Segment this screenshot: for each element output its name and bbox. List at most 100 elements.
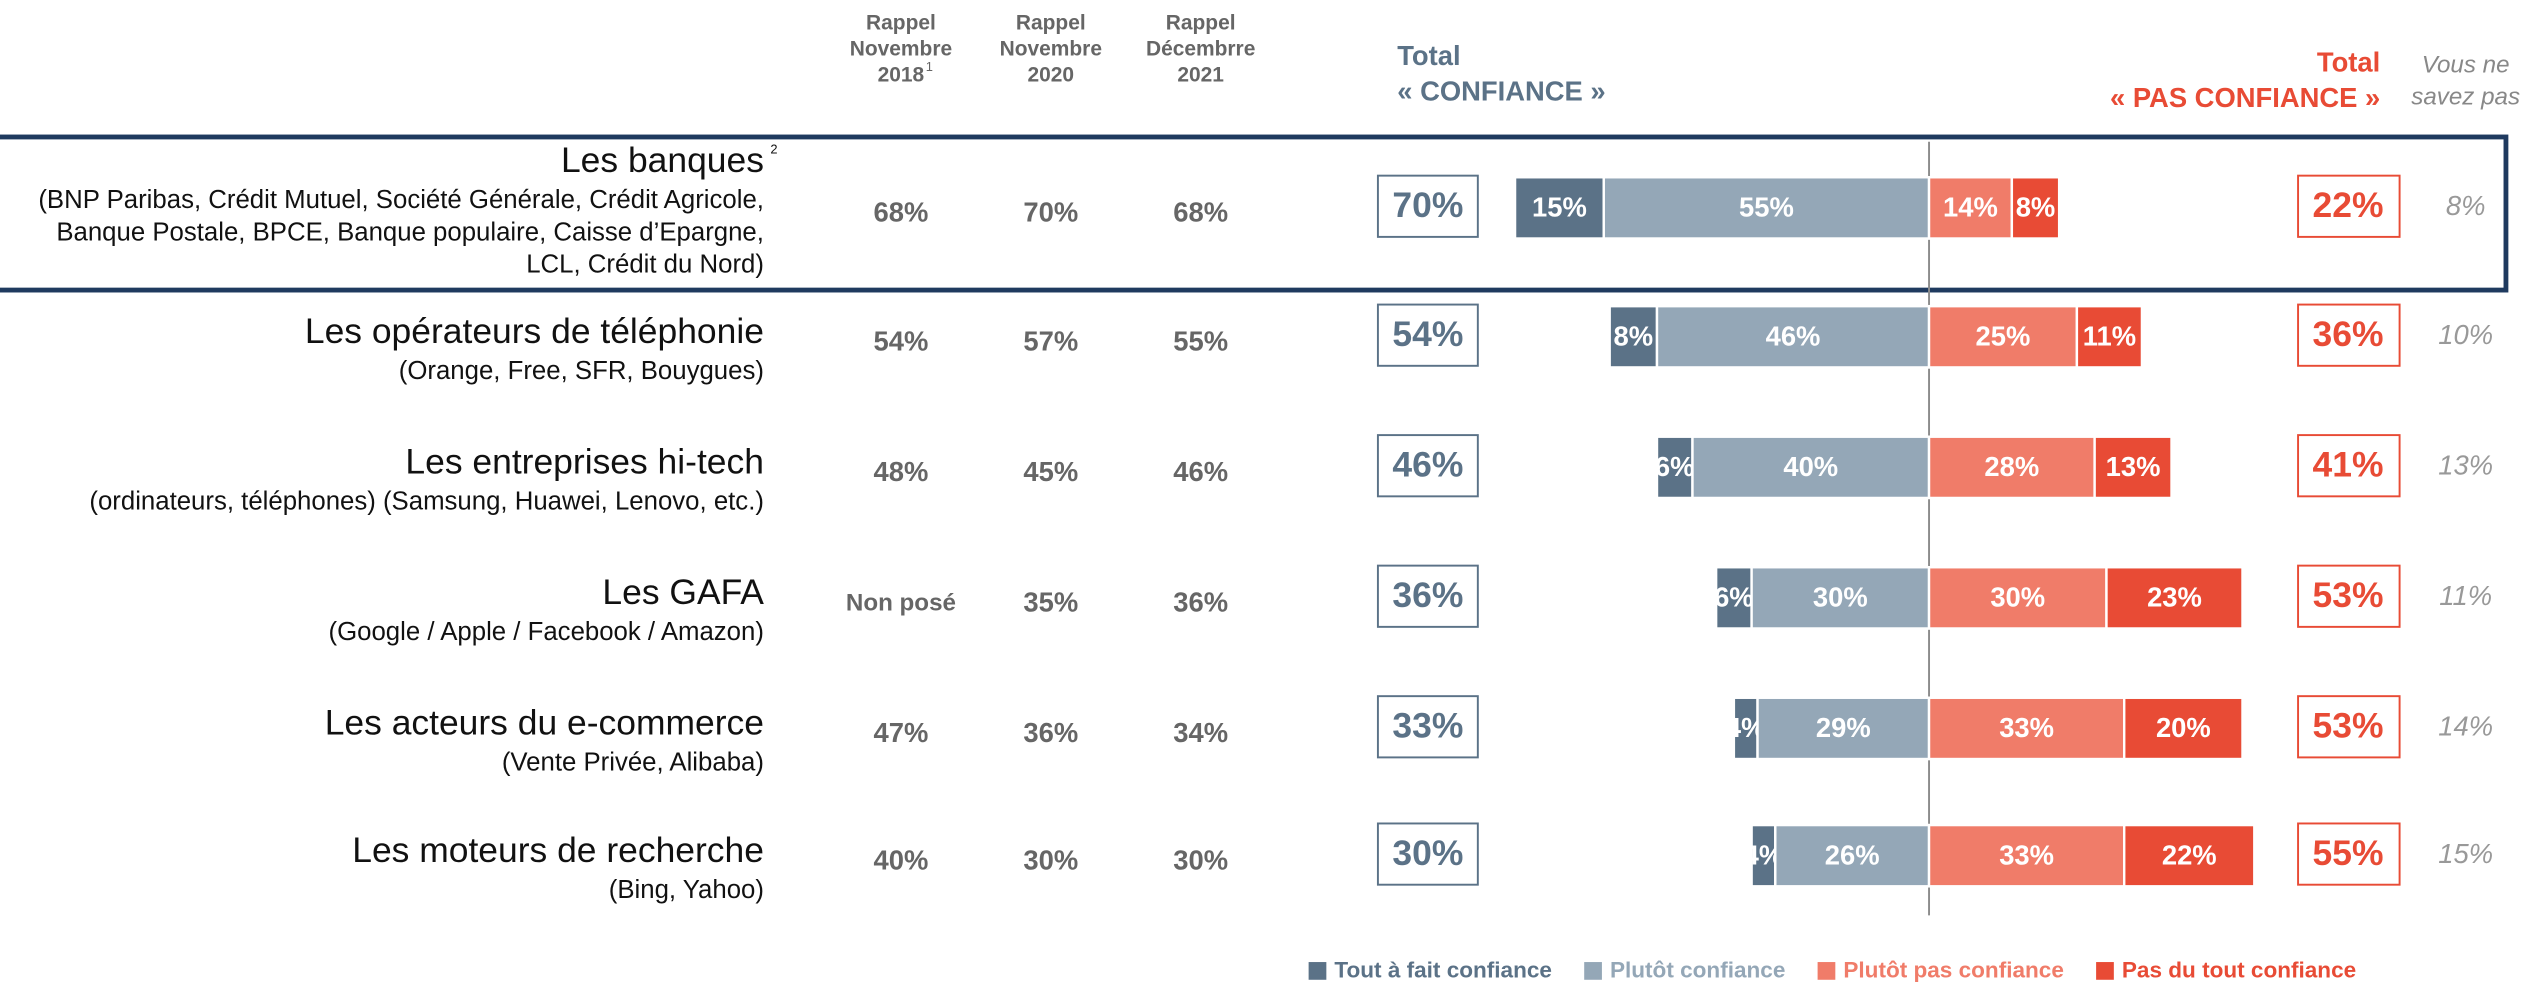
unsure-label: 10% (2438, 319, 2493, 350)
legend-swatch (1817, 962, 1836, 980)
total-box (1376, 174, 1479, 238)
total-box (1376, 822, 1479, 886)
bar-segment (2075, 304, 2144, 369)
bar-label: 33% (1999, 840, 2054, 871)
recall-value: 30% (1023, 844, 1078, 875)
category-name: Les acteurs du e-commerce (325, 703, 764, 743)
category-name: Les GAFA (602, 572, 764, 612)
total-box (1376, 695, 1479, 759)
total-box (2297, 434, 2401, 498)
legend-label: Plutôt confiance (1610, 958, 1785, 983)
total-label: 22% (2313, 185, 2384, 225)
bar-segment (2093, 435, 2173, 500)
bar-segment (1927, 435, 2096, 500)
recall-value: 36% (1173, 587, 1228, 618)
recall-value: 35% (1023, 587, 1078, 618)
bar-label: 8% (1614, 321, 1654, 352)
recall-value: 68% (1173, 197, 1228, 228)
recall-value: 55% (1173, 325, 1228, 356)
bar-label: 46% (1766, 321, 1821, 352)
legend-label: Plutôt pas confiance (1843, 958, 2064, 983)
unsure-label: 13% (2438, 450, 2493, 481)
bar-label: 26% (1825, 840, 1880, 871)
bar-label: 40% (1783, 451, 1838, 482)
bar-segment (1691, 435, 1931, 500)
unsure-header: Vous ne (2422, 51, 2510, 78)
unsure-label: 15% (2438, 838, 2493, 869)
total-label: 53% (2313, 706, 2384, 746)
category-sub: (Orange, Free, SFR, Bouygues) (399, 357, 764, 385)
recall-value: 54% (874, 325, 929, 356)
bar-label: 23% (2147, 582, 2202, 613)
bar-label: 30% (1990, 582, 2045, 613)
bar-label: 11% (2083, 321, 2136, 352)
category-sub: Banque Postale, BPCE, Banque populaire, … (56, 218, 764, 246)
category-sub: LCL, Crédit du Nord) (526, 251, 764, 279)
bar-label: 6% (1655, 451, 1695, 482)
total-label: 54% (1392, 314, 1463, 354)
total-label: 46% (1392, 445, 1463, 485)
bar-segment (1774, 823, 1931, 888)
bar-segment (1608, 304, 1659, 369)
total-label: 36% (2313, 314, 2384, 354)
total-label: 36% (1392, 575, 1463, 615)
recall-value: 46% (1173, 456, 1228, 487)
total-label: 33% (1392, 706, 1463, 746)
total-label: 41% (2313, 445, 2384, 485)
total-box (2297, 303, 2401, 367)
recall-value: 45% (1023, 456, 1078, 487)
legend-swatch (1584, 962, 1602, 980)
bar-label: 22% (2162, 840, 2217, 871)
column-header: Décembrre (1146, 37, 1255, 60)
recall-value: 57% (1023, 325, 1078, 356)
bar-label: 25% (1976, 321, 2031, 352)
column-note: 1 (926, 59, 933, 74)
column-header: 2021 (1177, 63, 1224, 86)
recall-value: 68% (874, 197, 929, 228)
column-header: Novembre (850, 37, 952, 60)
total-label: 55% (2313, 833, 2384, 873)
category-name: Les moteurs de recherche (352, 830, 764, 870)
recall-value: 40% (874, 844, 929, 875)
category-name: Les banques (561, 140, 764, 180)
category-note: 2 (770, 141, 777, 156)
column-header: Novembre (1000, 37, 1102, 60)
category-name: Les opérateurs de téléphonie (305, 311, 764, 351)
category-name: Les entreprises hi-tech (405, 441, 764, 481)
legend-label: Pas du tout confiance (2122, 958, 2356, 983)
recall-value: 36% (1023, 717, 1078, 748)
bar-label: 20% (2156, 712, 2211, 743)
legend-label: Tout à fait confiance (1334, 958, 1552, 983)
unsure-label: 11% (2439, 580, 2492, 611)
bar-label: 14% (1943, 192, 1998, 223)
category-sub: (ordinateurs, téléphones) (Samsung, Huaw… (89, 488, 764, 516)
recall-value: 34% (1173, 717, 1228, 748)
bar-segment (2010, 176, 2061, 240)
bar-segment (1602, 176, 1931, 240)
total-label: 70% (1392, 185, 1463, 225)
total-box (2297, 174, 2401, 238)
unsure-header: savez pas (2411, 84, 2520, 111)
bar-segment (1756, 696, 1931, 761)
column-header: Rappel (866, 12, 936, 35)
bar-label: 6% (1714, 582, 1754, 613)
recall-value: Non posé (846, 590, 956, 617)
bar-label: 28% (1984, 451, 2039, 482)
category-sub: (Bing, Yahoo) (609, 876, 764, 904)
highlight-box (0, 134, 2509, 293)
total-header: « CONFIANCE » (1397, 76, 1605, 107)
bar-segment (1927, 823, 2126, 888)
bar-label: 29% (1816, 712, 1871, 743)
recall-value: 70% (1023, 197, 1078, 228)
column-header: Rappel (1016, 12, 1086, 35)
bar-segment (1927, 304, 2079, 369)
unsure-label: 14% (2438, 711, 2493, 742)
bar-label: 8% (2016, 192, 2056, 223)
total-box (1376, 434, 1479, 498)
bar-segment (2122, 696, 2244, 761)
category-sub: (Vente Privée, Alibaba) (502, 749, 764, 777)
bar-label: 13% (2106, 451, 2161, 482)
bar-label: 33% (1999, 712, 2054, 743)
bar-label: 55% (1739, 192, 1794, 223)
